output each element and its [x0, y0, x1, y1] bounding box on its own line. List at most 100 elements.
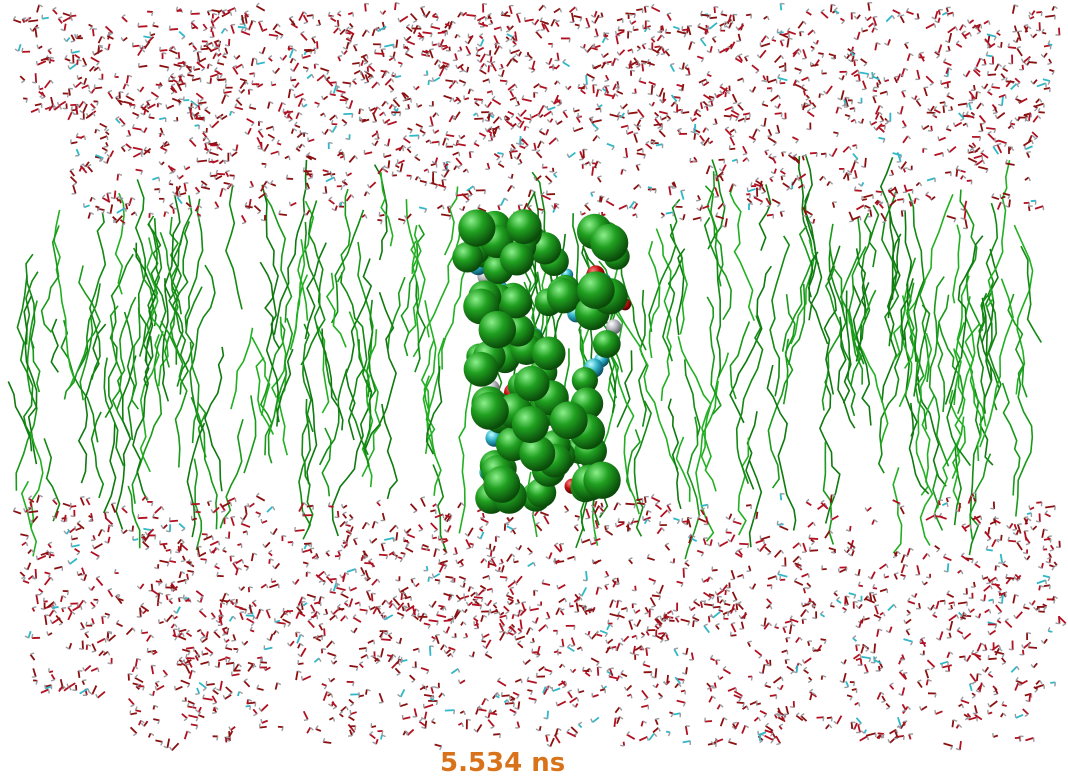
water-bond — [93, 51, 94, 55]
water-bond — [942, 503, 947, 505]
water-bond — [542, 164, 543, 168]
water-bond — [808, 522, 813, 527]
water-bond — [967, 655, 971, 661]
water-bond — [464, 98, 469, 99]
water-bond — [20, 572, 25, 576]
water-bond — [91, 104, 95, 108]
water-bond — [443, 62, 450, 64]
water-bond — [718, 49, 719, 53]
water-bond — [621, 126, 628, 128]
water-bond — [738, 54, 742, 55]
water-bond — [230, 556, 231, 562]
water-bond — [999, 64, 1002, 67]
water-bond — [974, 582, 975, 587]
water-bond — [174, 64, 182, 66]
water-bond — [380, 44, 381, 48]
water-bond — [821, 12, 828, 18]
water-bond — [80, 111, 83, 113]
water-bond — [848, 554, 851, 556]
water-bond — [39, 109, 40, 113]
water-bond — [169, 50, 177, 54]
water-bond — [739, 544, 749, 545]
water-bond — [556, 121, 557, 125]
water-bond — [122, 15, 125, 17]
water-bond — [80, 119, 84, 120]
water-bond — [713, 612, 720, 618]
water-bond — [416, 124, 423, 127]
water-bond — [579, 159, 583, 160]
water-bond — [682, 518, 683, 522]
water-bond — [91, 552, 99, 557]
water-bond — [904, 68, 907, 70]
water-bond — [338, 511, 339, 518]
water-bond — [317, 41, 318, 49]
water-bond — [672, 611, 673, 615]
water-bond — [661, 117, 666, 120]
water-bond — [912, 97, 915, 100]
water-bond — [863, 81, 866, 89]
water-bond — [966, 71, 970, 77]
water-bond — [375, 521, 378, 523]
water-bond — [1036, 521, 1040, 522]
lipid-chain — [406, 199, 415, 274]
water-bond — [956, 41, 959, 44]
water-bond — [880, 121, 884, 122]
water-bond — [127, 75, 128, 83]
water-bond — [289, 89, 291, 98]
water-bond — [296, 612, 299, 618]
water-bond — [683, 214, 685, 220]
water-bond — [242, 560, 243, 564]
water-bond — [1008, 541, 1016, 542]
water-bond — [346, 172, 347, 176]
water-bond — [710, 14, 711, 18]
water-bond — [659, 88, 663, 97]
water-bond — [388, 160, 389, 168]
water-bond — [706, 516, 707, 524]
water-bond — [781, 40, 785, 41]
water-bond — [919, 603, 920, 609]
water-bond — [634, 624, 637, 627]
water-bond — [1028, 26, 1031, 28]
water-bond — [187, 571, 193, 572]
water-bond — [568, 647, 575, 651]
water-bond — [363, 522, 367, 529]
water-bond — [660, 640, 663, 643]
water-bond — [89, 587, 92, 590]
water-bond — [251, 123, 254, 126]
water-bond — [64, 515, 65, 522]
water-bond — [89, 90, 92, 93]
water-bond — [398, 219, 405, 221]
water-bond — [170, 203, 173, 205]
water-bond — [592, 64, 593, 68]
water-bond — [338, 20, 339, 27]
water-bond — [710, 577, 713, 580]
water-bond — [488, 611, 489, 615]
water-bond — [67, 94, 68, 98]
water-bond — [745, 57, 747, 61]
water-bond — [64, 24, 65, 31]
water-bond — [677, 520, 679, 523]
water-bond — [108, 91, 112, 92]
water-bond — [466, 46, 470, 54]
water-bond — [315, 64, 319, 65]
water-bond — [449, 115, 452, 122]
water-bond — [290, 203, 296, 206]
water-bond — [73, 606, 81, 611]
water-bond — [854, 16, 857, 19]
water-bond — [842, 21, 845, 24]
water-bond — [807, 583, 811, 587]
water-bond — [327, 575, 331, 577]
water-bond — [428, 577, 429, 582]
water-bond — [455, 54, 457, 61]
water-bond — [1023, 604, 1025, 608]
lipid-chain — [274, 160, 306, 335]
water-bond — [660, 616, 661, 620]
water-bond — [149, 117, 155, 118]
water-bond — [793, 556, 799, 562]
water-bond — [908, 54, 910, 61]
lipid-chain — [322, 428, 331, 496]
water-bond — [884, 43, 887, 45]
water-bond — [528, 205, 532, 206]
water-bond — [937, 55, 940, 58]
water-bond — [431, 164, 437, 166]
